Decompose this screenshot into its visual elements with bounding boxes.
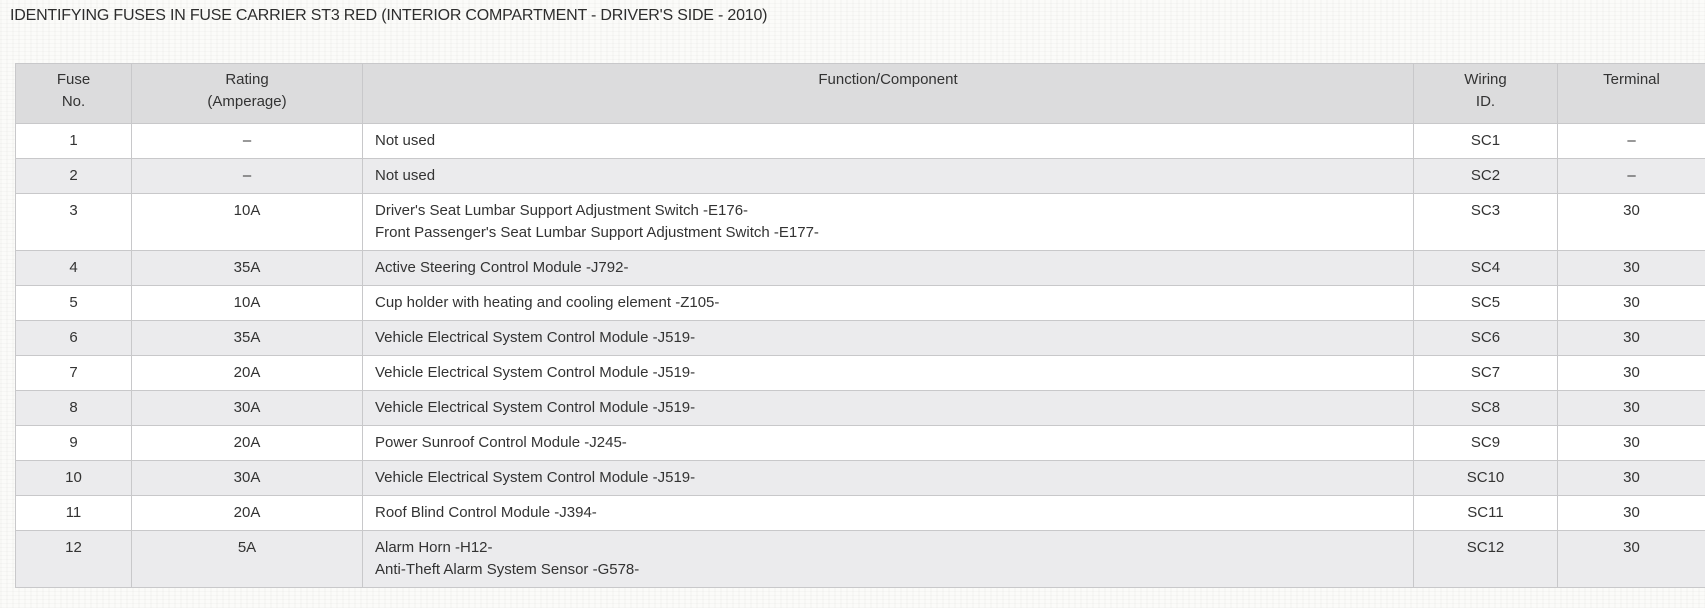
table-body: 1 – Not used SC1 – 2 – Not used SC2 – 3 … <box>15 123 1705 588</box>
rating-cell: – <box>131 158 363 194</box>
column-header-function-component: Function/Component <box>362 63 1414 124</box>
fuse-no-cell: 5 <box>15 285 132 321</box>
fuse-no-cell: 10 <box>15 460 132 496</box>
wiring-id-cell: SC8 <box>1413 390 1558 426</box>
table-row: 11 20A Roof Blind Control Module -J394- … <box>15 495 1705 531</box>
rating-cell: 35A <box>131 250 363 286</box>
column-header-rating: Rating (Amperage) <box>131 63 363 124</box>
terminal-cell: 30 <box>1557 390 1705 426</box>
table-row: 4 35A Active Steering Control Module -J7… <box>15 250 1705 286</box>
function-cell: Not used <box>362 158 1414 194</box>
fuse-no-cell: 9 <box>15 425 132 461</box>
function-cell: Vehicle Electrical System Control Module… <box>362 390 1414 426</box>
wiring-id-cell: SC1 <box>1413 123 1558 159</box>
table-row: 5 10A Cup holder with heating and coolin… <box>15 285 1705 321</box>
fuse-no-cell: 6 <box>15 320 132 356</box>
wiring-id-cell: SC9 <box>1413 425 1558 461</box>
table-row: 7 20A Vehicle Electrical System Control … <box>15 355 1705 391</box>
function-cell: Driver's Seat Lumbar Support Adjustment … <box>362 193 1414 251</box>
wiring-id-cell: SC3 <box>1413 193 1558 251</box>
terminal-cell: 30 <box>1557 530 1705 588</box>
terminal-cell: – <box>1557 158 1705 194</box>
terminal-cell: 30 <box>1557 495 1705 531</box>
page-title: IDENTIFYING FUSES IN FUSE CARRIER ST3 RE… <box>10 7 768 24</box>
table-row: 10 30A Vehicle Electrical System Control… <box>15 460 1705 496</box>
wiring-id-cell: SC7 <box>1413 355 1558 391</box>
fuse-no-cell: 7 <box>15 355 132 391</box>
fuse-table: Fuse No. Rating (Amperage) Function/Comp… <box>15 63 1705 588</box>
function-cell: Roof Blind Control Module -J394- <box>362 495 1414 531</box>
table-row: 8 30A Vehicle Electrical System Control … <box>15 390 1705 426</box>
fuse-no-cell: 4 <box>15 250 132 286</box>
rating-cell: 20A <box>131 355 363 391</box>
table-row: 6 35A Vehicle Electrical System Control … <box>15 320 1705 356</box>
rating-cell: 10A <box>131 193 363 251</box>
table-header-row: Fuse No. Rating (Amperage) Function/Comp… <box>15 63 1705 124</box>
fuse-no-cell: 2 <box>15 158 132 194</box>
rating-cell: 30A <box>131 390 363 426</box>
table-row: 12 5A Alarm Horn -H12- Anti-Theft Alarm … <box>15 530 1705 588</box>
rating-cell: 10A <box>131 285 363 321</box>
wiring-id-cell: SC2 <box>1413 158 1558 194</box>
terminal-cell: 30 <box>1557 425 1705 461</box>
fuse-no-cell: 1 <box>15 123 132 159</box>
function-cell: Not used <box>362 123 1414 159</box>
fuse-no-cell: 12 <box>15 530 132 588</box>
fuse-no-cell: 8 <box>15 390 132 426</box>
wiring-id-cell: SC10 <box>1413 460 1558 496</box>
terminal-cell: 30 <box>1557 250 1705 286</box>
table-row: 3 10A Driver's Seat Lumbar Support Adjus… <box>15 193 1705 251</box>
wiring-id-cell: SC12 <box>1413 530 1558 588</box>
terminal-cell: 30 <box>1557 355 1705 391</box>
table-row: 2 – Not used SC2 – <box>15 158 1705 194</box>
wiring-id-cell: SC4 <box>1413 250 1558 286</box>
fuse-no-cell: 3 <box>15 193 132 251</box>
table-row: 9 20A Power Sunroof Control Module -J245… <box>15 425 1705 461</box>
terminal-cell: 30 <box>1557 320 1705 356</box>
rating-cell: 5A <box>131 530 363 588</box>
table-row: 1 – Not used SC1 – <box>15 123 1705 159</box>
rating-cell: 30A <box>131 460 363 496</box>
function-cell: Vehicle Electrical System Control Module… <box>362 320 1414 356</box>
function-cell: Vehicle Electrical System Control Module… <box>362 355 1414 391</box>
rating-cell: 20A <box>131 425 363 461</box>
wiring-id-cell: SC6 <box>1413 320 1558 356</box>
column-header-fuse-no: Fuse No. <box>15 63 132 124</box>
function-cell: Vehicle Electrical System Control Module… <box>362 460 1414 496</box>
function-cell: Power Sunroof Control Module -J245- <box>362 425 1414 461</box>
function-cell: Alarm Horn -H12- Anti-Theft Alarm System… <box>362 530 1414 588</box>
column-header-wiring-id: Wiring ID. <box>1413 63 1558 124</box>
terminal-cell: 30 <box>1557 193 1705 251</box>
terminal-cell: 30 <box>1557 460 1705 496</box>
fuse-no-cell: 11 <box>15 495 132 531</box>
terminal-cell: – <box>1557 123 1705 159</box>
function-cell: Cup holder with heating and cooling elem… <box>362 285 1414 321</box>
wiring-id-cell: SC5 <box>1413 285 1558 321</box>
column-header-terminal: Terminal <box>1557 63 1705 124</box>
terminal-cell: 30 <box>1557 285 1705 321</box>
rating-cell: 35A <box>131 320 363 356</box>
rating-cell: – <box>131 123 363 159</box>
function-cell: Active Steering Control Module -J792- <box>362 250 1414 286</box>
wiring-id-cell: SC11 <box>1413 495 1558 531</box>
rating-cell: 20A <box>131 495 363 531</box>
